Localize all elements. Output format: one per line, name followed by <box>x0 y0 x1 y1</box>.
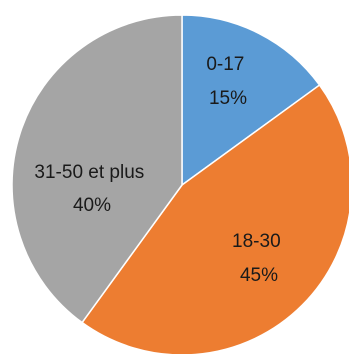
pie-slice-18-30 <box>81 84 349 354</box>
slice-label-0-17: 0-17 15% <box>206 54 249 109</box>
pie-slice-0-17 <box>181 14 321 187</box>
slice-label-31-50: 31-50 et plus 40% <box>34 162 149 216</box>
pie-slices <box>11 14 349 354</box>
pie-labels: 0-17 15% 18-30 45% 31-50 et plus 40% <box>34 54 286 286</box>
slice-percent-18-30: 45% <box>240 265 278 286</box>
slice-category-31-50: 31-50 et plus <box>34 162 144 183</box>
slice-label-18-30: 18-30 45% <box>232 231 286 286</box>
pie-slice-31-50-et-plus <box>11 14 183 324</box>
slice-percent-0-17: 15% <box>209 88 247 109</box>
slice-category-18-30: 18-30 <box>232 231 281 252</box>
slice-category-0-17: 0-17 <box>206 54 244 75</box>
slice-percent-31-50: 40% <box>73 195 111 216</box>
